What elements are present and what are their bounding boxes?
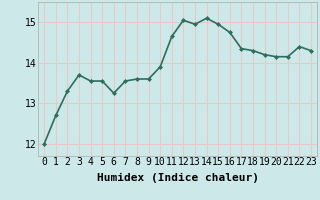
- X-axis label: Humidex (Indice chaleur): Humidex (Indice chaleur): [97, 173, 259, 183]
